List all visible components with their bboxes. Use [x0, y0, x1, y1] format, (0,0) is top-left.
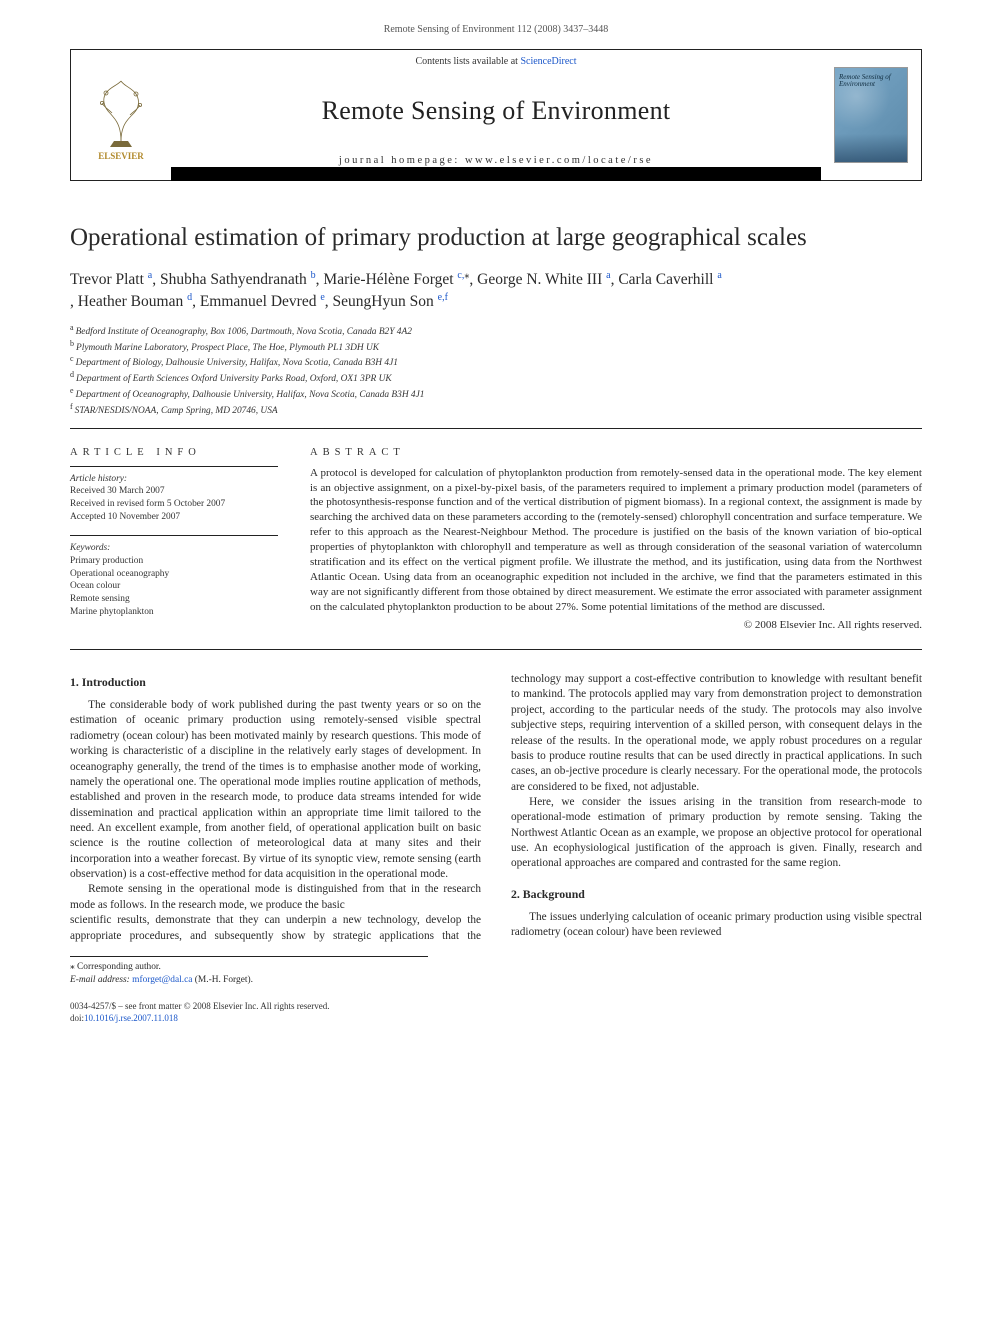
front-matter-line: 0034-4257/$ – see front matter © 2008 El…: [70, 1000, 922, 1012]
cover-title: Remote Sensing of Environment: [839, 74, 903, 88]
author-list: Trevor Platt a, Shubha Sathyendranath b,…: [70, 269, 922, 313]
affiliation-text: Bedford Institute of Oceanography, Box 1…: [76, 327, 412, 337]
email-label: E-mail address:: [70, 975, 132, 985]
history-label: Article history:: [70, 473, 278, 486]
section-heading-intro: 1. Introduction: [70, 674, 481, 690]
affiliation: e Department of Oceanography, Dalhousie …: [70, 386, 922, 402]
journal-cover-thumb: Remote Sensing of Environment: [821, 50, 921, 180]
author-name: , George N. White III: [469, 271, 606, 288]
article-info-heading: ARTICLE INFO: [70, 447, 278, 458]
affiliation: c Department of Biology, Dalhousie Unive…: [70, 354, 922, 370]
abstract-copyright: © 2008 Elsevier Inc. All rights reserved…: [310, 619, 922, 631]
article-title: Operational estimation of primary produc…: [70, 223, 922, 253]
intro-para-3: Here, we consider the issues arising in …: [511, 795, 922, 872]
elsevier-logo: ELSEVIER: [71, 50, 171, 180]
section-heading-background: 2. Background: [511, 886, 922, 902]
keyword: Remote sensing: [70, 593, 278, 606]
masthead-band: [171, 167, 821, 181]
intro-para-2a: Remote sensing in the operational mode i…: [70, 882, 481, 913]
abstract-heading: ABSTRACT: [310, 447, 922, 458]
running-head: Remote Sensing of Environment 112 (2008)…: [70, 24, 922, 35]
affiliation-text: Department of Oceanography, Dalhousie Un…: [76, 390, 425, 400]
doi-link[interactable]: 10.1016/j.rse.2007.11.018: [84, 1013, 178, 1023]
author-name: , SeungHyun Son: [325, 293, 438, 310]
contents-prefix: Contents lists available at: [415, 56, 520, 67]
affiliation-text: STAR/NESDIS/NOAA, Camp Spring, MD 20746,…: [75, 406, 278, 416]
intro-para-1: The considerable body of work published …: [70, 698, 481, 882]
article-info: ARTICLE INFO Article history: Received 3…: [70, 447, 278, 632]
abstract-text: A protocol is developed for calculation …: [310, 466, 922, 616]
author-affkey: a: [717, 270, 721, 281]
author-name: , Emmanuel Devred: [192, 293, 320, 310]
keyword: Operational oceanography: [70, 568, 278, 581]
history-accepted: Accepted 10 November 2007: [70, 511, 278, 524]
affiliation-text: Department of Biology, Dalhousie Univers…: [76, 358, 398, 368]
email-tail: (M.-H. Forget).: [192, 975, 253, 985]
author-affkey: e,f: [438, 292, 448, 303]
rule-below-affiliations: [70, 428, 922, 429]
corr-label: ⁎ Corresponding author.: [70, 961, 428, 974]
author-name: , Marie-Hélène Forget: [316, 271, 458, 288]
sciencedirect-link[interactable]: ScienceDirect: [520, 56, 576, 67]
rule-below-abstract: [70, 649, 922, 650]
journal-name: Remote Sensing of Environment: [322, 96, 671, 126]
abstract: ABSTRACT A protocol is developed for cal…: [310, 447, 922, 632]
author-name: , Carla Caverhill: [611, 271, 718, 288]
page-footer: 0034-4257/$ – see front matter © 2008 El…: [70, 1000, 922, 1024]
contents-available: Contents lists available at ScienceDirec…: [415, 56, 576, 67]
journal-masthead: ELSEVIER Contents lists available at Sci…: [70, 49, 922, 181]
affiliation: f STAR/NESDIS/NOAA, Camp Spring, MD 2074…: [70, 402, 922, 418]
affiliation-list: a Bedford Institute of Oceanography, Box…: [70, 323, 922, 418]
keyword: Primary production: [70, 555, 278, 568]
author-name: , Heather Bouman: [70, 293, 187, 310]
doi-prefix: doi:: [70, 1013, 84, 1023]
affiliation: a Bedford Institute of Oceanography, Box…: [70, 323, 922, 339]
affiliation: b Plymouth Marine Laboratory, Prospect P…: [70, 339, 922, 355]
history-received: Received 30 March 2007: [70, 485, 278, 498]
keywords-label: Keywords:: [70, 542, 278, 555]
author-name: Trevor Platt: [70, 271, 148, 288]
history-revised: Received in revised form 5 October 2007: [70, 498, 278, 511]
affiliation-text: Plymouth Marine Laboratory, Prospect Pla…: [76, 343, 379, 353]
svg-text:ELSEVIER: ELSEVIER: [98, 151, 144, 161]
journal-homepage: journal homepage: www.elsevier.com/locat…: [339, 155, 653, 166]
body-columns: 1. Introduction The considerable body of…: [70, 672, 922, 944]
author-name: , Shubha Sathyendranath: [152, 271, 310, 288]
affiliation-text: Department of Earth Sciences Oxford Univ…: [76, 374, 392, 384]
corresponding-author-footnote: ⁎ Corresponding author. E-mail address: …: [70, 956, 428, 986]
elsevier-tree-icon: ELSEVIER: [84, 63, 158, 163]
keyword: Marine phytoplankton: [70, 606, 278, 619]
background-para-1: The issues underlying calculation of oce…: [511, 910, 922, 941]
corr-email-link[interactable]: mforget@dal.ca: [132, 975, 192, 985]
affiliation: d Department of Earth Sciences Oxford Un…: [70, 370, 922, 386]
keyword: Ocean colour: [70, 580, 278, 593]
